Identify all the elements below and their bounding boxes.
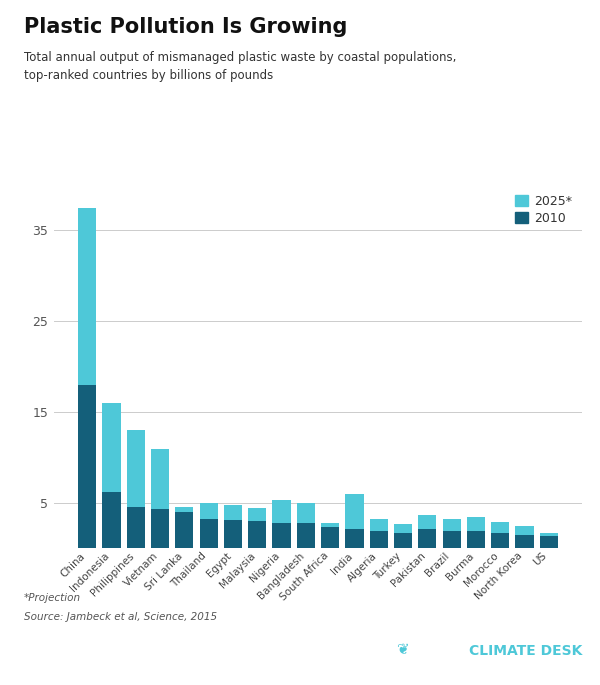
Text: *Projection: *Projection [24,593,81,603]
Bar [467,517,485,548]
Bar [297,523,315,548]
Bar [491,532,509,548]
Bar [248,521,266,548]
Text: Source: Jambeck et al, Science, 2015: Source: Jambeck et al, Science, 2015 [24,612,217,622]
Bar [78,385,96,548]
Bar [394,532,412,548]
Text: CLIMATE DESK: CLIMATE DESK [469,644,582,658]
Bar [224,506,242,548]
Bar [443,519,461,548]
Bar [272,500,290,548]
Bar [443,531,461,548]
Bar [540,536,558,548]
Bar [127,430,145,548]
Bar [321,523,339,548]
Bar [224,520,242,548]
Bar [346,529,364,548]
Bar [151,509,169,548]
Bar [200,503,218,548]
Bar [370,531,388,548]
Text: Plastic Pollution Is Growing: Plastic Pollution Is Growing [24,17,347,37]
Bar [515,526,533,548]
Text: ❦: ❦ [396,643,409,658]
Bar [103,403,121,548]
Bar [321,527,339,548]
Bar [175,507,193,548]
Bar [200,519,218,548]
Bar [346,493,364,548]
Bar [78,208,96,548]
Bar [103,492,121,548]
Bar [418,515,436,548]
Legend: 2025*, 2010: 2025*, 2010 [511,191,576,229]
Bar [151,449,169,548]
Bar [297,503,315,548]
Bar [248,508,266,548]
Bar [272,523,290,548]
Bar [515,535,533,548]
Text: Total annual output of mismanaged plastic waste by coastal populations,
top-rank: Total annual output of mismanaged plasti… [24,51,457,82]
Bar [394,525,412,548]
Bar [127,507,145,548]
Bar [418,529,436,548]
Bar [175,512,193,548]
Bar [467,531,485,548]
Bar [540,532,558,548]
Bar [370,519,388,548]
Bar [491,522,509,548]
